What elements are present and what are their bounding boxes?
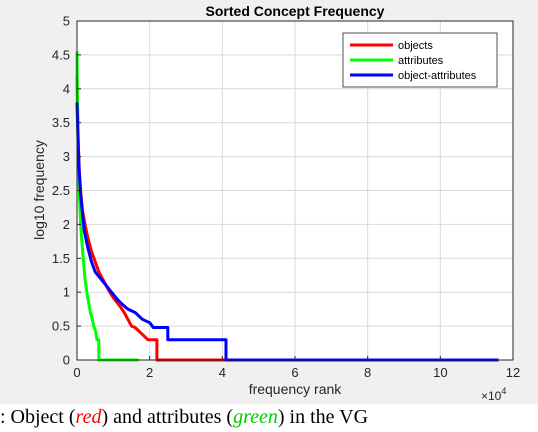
y-tick-label: 2.5 [52, 183, 70, 198]
y-tick-label: 5 [63, 14, 70, 29]
x-tick-label: 8 [364, 365, 371, 380]
chart: 0 2 4 6 8 10 12 0 0.5 1 1.5 2 2.5 3 3.5 4 4.5 5 Sorted Co… [0, 0, 538, 404]
x-axis-multiplier-base: ×10 [481, 389, 502, 403]
x-tick-label: 6 [291, 365, 298, 380]
legend-label-attributes: attributes [398, 55, 444, 67]
x-tick-label: 2 [146, 365, 153, 380]
x-axis-label: frequency rank [249, 381, 343, 397]
y-tick-label: 3.5 [52, 115, 70, 130]
x-axis-multiplier-exponent: 4 [501, 386, 506, 396]
series-layer [75, 51, 499, 362]
ticks: 0 2 4 6 8 10 12 0 0.5 1 1.5 2 2.5 3 3.5 4 4.5 5 [52, 14, 520, 381]
chart-title: Sorted Concept Frequency [206, 3, 385, 19]
y-tick-label: 1.5 [52, 251, 70, 266]
legend-label-objects: objects [398, 40, 433, 52]
caption-middle: ) and attributes ( [101, 406, 234, 428]
y-tick-label: 0.5 [52, 319, 70, 334]
caption-suffix: ) in the VG [277, 406, 369, 428]
y-tick-label: 0 [63, 353, 70, 368]
y-tick-label: 2 [63, 217, 70, 232]
legend-label-object-attributes: object-attributes [398, 70, 477, 82]
y-axis-label: log10 frequency [31, 140, 47, 240]
x-axis-multiplier: ×104 [481, 386, 506, 403]
y-tick-label: 3 [63, 149, 70, 164]
figure-caption: : Object (red) and attributes (green) in… [0, 404, 538, 432]
x-tick-label: 0 [73, 365, 80, 380]
x-tick-label: 12 [506, 365, 520, 380]
y-tick-label: 4.5 [52, 47, 70, 62]
legend: objects attributes object-attributes [342, 32, 498, 88]
caption-red-word: red [75, 406, 102, 428]
y-tick-label: 1 [63, 285, 70, 300]
caption-prefix: : Object ( [0, 406, 76, 428]
caption-green-word: green [233, 406, 278, 428]
x-tick-label: 4 [219, 365, 226, 380]
y-tick-label: 4 [63, 81, 70, 96]
x-tick-label: 10 [433, 365, 447, 380]
series-line-object-attributes [75, 102, 499, 362]
